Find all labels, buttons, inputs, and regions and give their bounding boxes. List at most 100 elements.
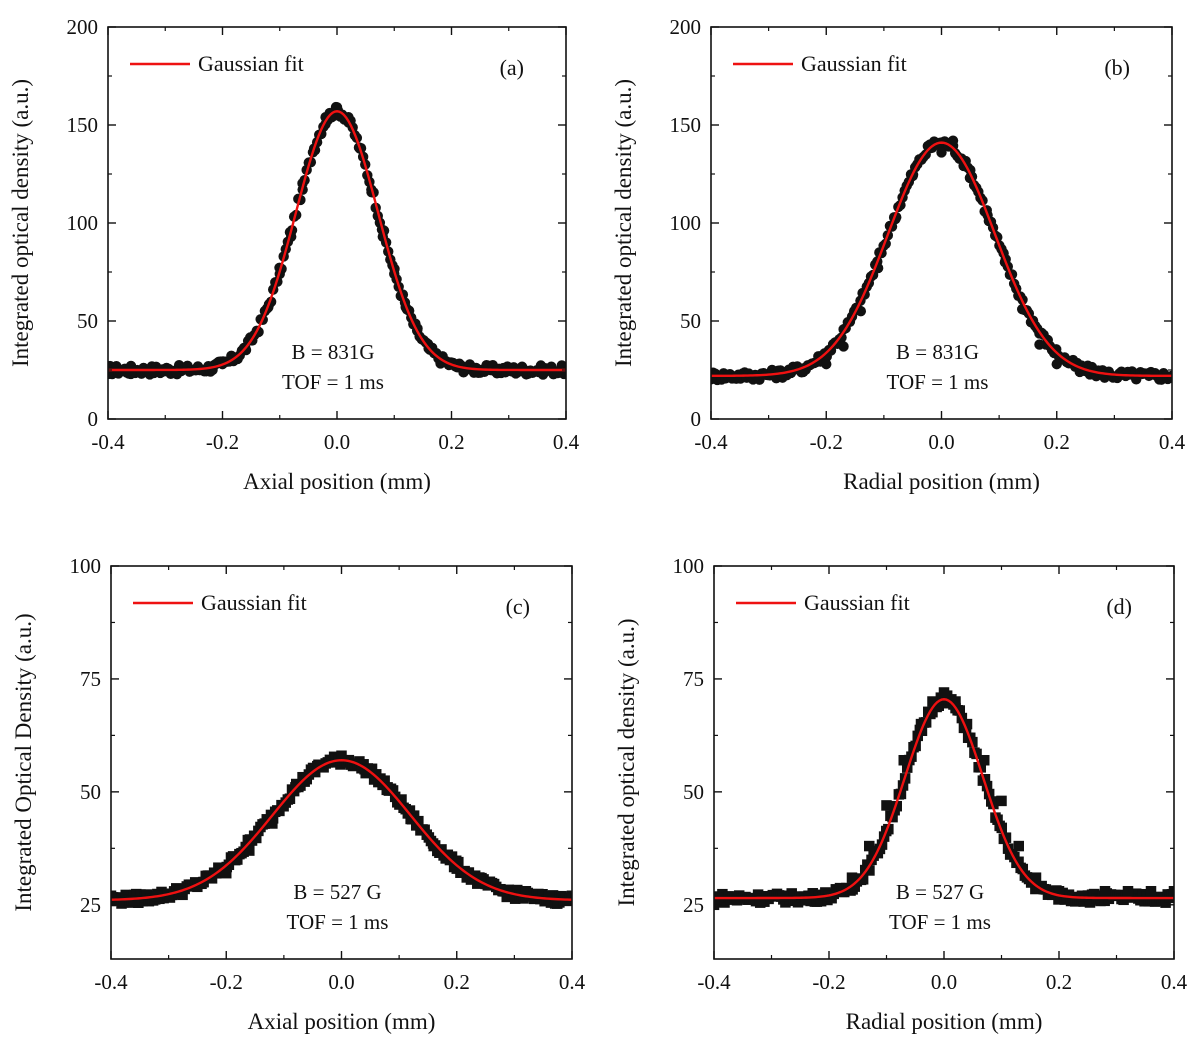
gaussian-fit-line xyxy=(111,759,572,901)
data-point xyxy=(979,754,990,766)
data-point xyxy=(961,718,973,730)
y-tick-label: 75 xyxy=(80,667,101,691)
x-axis-title: Radial position (mm) xyxy=(843,469,1040,494)
data-point xyxy=(1051,358,1062,370)
data-point xyxy=(891,800,902,812)
panel-label: (d) xyxy=(1106,594,1132,619)
y-axis-title: Integrated optical density (a.u.) xyxy=(8,79,33,367)
data-point xyxy=(1076,890,1088,902)
x-axis-title: Axial position (mm) xyxy=(243,469,431,494)
panel-label: (b) xyxy=(1104,55,1130,80)
x-tick-label: 0.0 xyxy=(931,970,957,994)
x-axis-title: Radial position (mm) xyxy=(846,1009,1043,1034)
data-point xyxy=(128,895,140,906)
annotation-tof: TOF = 1 ms xyxy=(282,370,384,394)
data-point xyxy=(864,865,875,876)
data-point xyxy=(111,890,117,902)
y-tick-label: 50 xyxy=(680,309,701,333)
data-point xyxy=(988,798,999,810)
data-point xyxy=(284,793,296,804)
x-tick-label: 0.2 xyxy=(1046,970,1072,994)
data-point xyxy=(1084,897,1096,908)
data-point xyxy=(1017,863,1029,875)
data-point xyxy=(881,800,892,811)
data-point xyxy=(807,888,818,899)
data-point xyxy=(244,845,255,856)
x-tick-label: 0.4 xyxy=(553,430,580,454)
data-point xyxy=(731,895,743,906)
x-tick-label: 0.2 xyxy=(444,970,470,994)
data-point xyxy=(954,705,966,716)
y-tick-label: 50 xyxy=(80,780,101,804)
data-point xyxy=(1053,885,1065,897)
panel-label: (a) xyxy=(500,55,524,80)
x-tick-label: -0.2 xyxy=(206,430,239,454)
data-point xyxy=(1000,832,1012,843)
data-point xyxy=(250,832,262,844)
data-point xyxy=(366,763,378,775)
y-tick-label: 150 xyxy=(67,113,99,137)
legend-label: Gaussian fit xyxy=(804,590,910,615)
gaussian-fit-line xyxy=(714,698,1174,900)
x-tick-label: -0.4 xyxy=(91,430,125,454)
data-point xyxy=(800,895,812,906)
data-point xyxy=(857,874,869,885)
y-tick-label: 150 xyxy=(670,113,702,137)
data-point xyxy=(938,687,950,698)
data-point xyxy=(359,764,370,775)
data-point xyxy=(413,815,424,827)
annotation-field: B = 527 G xyxy=(896,880,984,904)
data-point xyxy=(520,885,532,897)
data-point xyxy=(396,794,407,805)
data-point xyxy=(125,368,137,380)
panel-label: (c) xyxy=(506,594,530,619)
data-point xyxy=(1168,885,1174,897)
x-tick-label: -0.2 xyxy=(210,970,243,994)
data-point xyxy=(1122,885,1134,897)
chart-panel-c: -0.4 -0.2 0.0 0.2 0.4 25 50 75 100 Axial position… xyxy=(11,554,586,1034)
y-tick-label: 50 xyxy=(683,780,704,804)
data-point xyxy=(267,818,278,829)
data-point xyxy=(537,366,549,378)
legend-label: Gaussian fit xyxy=(201,590,307,615)
data-point xyxy=(343,111,354,123)
data-point xyxy=(950,696,961,707)
annotation-tof: TOF = 1 ms xyxy=(889,910,991,934)
data-point xyxy=(1099,885,1111,897)
data-point xyxy=(821,358,832,370)
annotation-field: B = 527 G xyxy=(293,880,381,904)
y-tick-label: 0 xyxy=(88,407,99,431)
data-point xyxy=(1030,872,1042,883)
data-point xyxy=(379,775,390,786)
plot-area xyxy=(714,687,1174,911)
y-tick-label: 25 xyxy=(683,893,704,917)
y-tick-label: 100 xyxy=(67,211,99,235)
data-point xyxy=(1034,339,1045,350)
x-tick-label: 0.0 xyxy=(328,970,354,994)
data-point xyxy=(313,759,324,771)
x-tick-label: -0.4 xyxy=(94,970,128,994)
data-point xyxy=(815,895,827,907)
data-point xyxy=(108,368,114,380)
data-point xyxy=(331,102,343,113)
annotation-tof: TOF = 1 ms xyxy=(287,910,389,934)
data-point xyxy=(915,718,927,730)
legend-label: Gaussian fit xyxy=(801,51,907,76)
y-axis-title: Integrated optical density (a.u.) xyxy=(614,618,639,906)
y-axis-title: Integrated optical density (a.u.) xyxy=(611,79,636,367)
data-point xyxy=(754,895,766,906)
data-point xyxy=(996,822,1008,834)
y-tick-label: 200 xyxy=(67,15,99,39)
data-point xyxy=(786,888,797,899)
chart-panel-b: -0.4 -0.2 0.0 0.2 0.4 0 50 100 150 200 Radial posi… xyxy=(611,15,1186,494)
x-tick-label: 0.0 xyxy=(324,430,350,454)
data-point xyxy=(996,795,1007,807)
data-point xyxy=(336,750,347,761)
y-tick-label: 100 xyxy=(673,554,705,578)
y-tick-label: 0 xyxy=(691,407,702,431)
data-point xyxy=(846,872,858,883)
x-tick-label: 0.0 xyxy=(928,430,954,454)
gaussian-fit-line xyxy=(108,110,566,372)
data-point xyxy=(387,785,399,796)
